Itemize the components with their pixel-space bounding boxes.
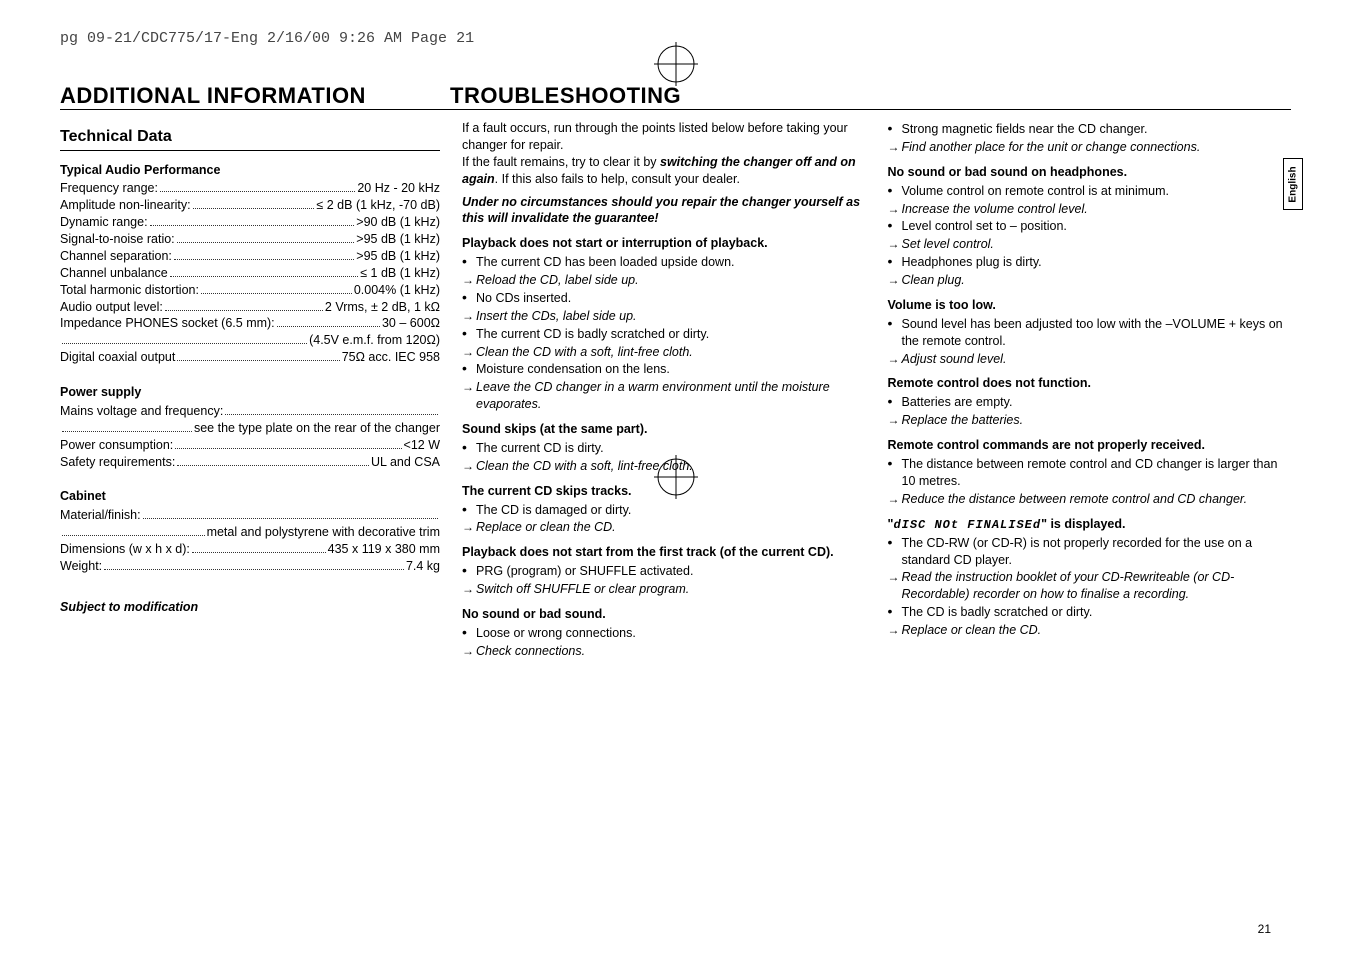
issue-headphones: No sound or bad sound on headphones. (888, 164, 1292, 181)
list-item: Leave the CD changer in a warm environme… (462, 379, 866, 413)
spec-row: Dimensions (w x h x d):435 x 119 x 380 m… (60, 541, 440, 558)
column-technical-data: Technical Data Typical Audio Performance… (60, 120, 440, 661)
list-remote-commands: The distance between remote control and … (888, 456, 1292, 508)
list-item: Batteries are empty. (888, 394, 1292, 411)
power-supply-title: Power supply (60, 384, 440, 401)
spec-row: Impedance PHONES socket (6.5 mm):30 – 60… (60, 315, 440, 332)
issue-volume-low: Volume is too low. (888, 297, 1292, 314)
list-item: Sound level has been adjusted too low wi… (888, 316, 1292, 350)
heading-troubleshooting: TROUBLESHOOTING (450, 83, 681, 109)
list-item: Read the instruction booklet of your CD-… (888, 569, 1292, 603)
spec-row: Signal-to-noise ratio:>95 dB (1 kHz) (60, 231, 440, 248)
list-item: Level control set to – position. (888, 218, 1292, 235)
list-item: Clean plug. (888, 272, 1292, 289)
list-item: Increase the volume control level. (888, 201, 1292, 218)
spec-row: Digital coaxial output75Ω acc. IEC 958 (60, 349, 440, 366)
list-item: Find another place for the unit or chang… (888, 139, 1292, 156)
crop-mark-center (654, 455, 698, 499)
list-item: The distance between remote control and … (888, 456, 1292, 490)
spec-row: metal and polystyrene with decorative tr… (60, 524, 440, 541)
technical-data-title: Technical Data (60, 126, 440, 151)
list-item: Replace the batteries. (888, 412, 1292, 429)
column-troubleshooting-1: If a fault occurs, run through the point… (462, 120, 866, 661)
list-item: Switch off SHUFFLE or clear program. (462, 581, 866, 598)
list-item: Set level control. (888, 236, 1292, 253)
list-item: No CDs inserted. (462, 290, 866, 307)
intro-text-1: If a fault occurs, run through the point… (462, 120, 866, 154)
list-headphones: Volume control on remote control is at m… (888, 183, 1292, 289)
spec-row: Material/finish: (60, 507, 440, 524)
list-magnetic-fields: Strong magnetic fields near the CD chang… (888, 121, 1292, 156)
list-item: Reload the CD, label side up. (462, 272, 866, 289)
issue-sound-skips: Sound skips (at the same part). (462, 421, 866, 438)
spec-row: Power consumption:<12 W (60, 437, 440, 454)
spec-row: Frequency range:20 Hz - 20 kHz (60, 180, 440, 197)
issue-first-track: Playback does not start from the first t… (462, 544, 866, 561)
issue-not-finalised: "dISC NOt FINALISEd" is displayed. (888, 516, 1292, 533)
typical-audio-title: Typical Audio Performance (60, 162, 440, 179)
list-skips-tracks: The CD is damaged or dirty.Replace or cl… (462, 502, 866, 537)
spec-row: Amplitude non-linearity:≤ 2 dB (1 kHz, -… (60, 197, 440, 214)
spec-row: Channel separation:>95 dB (1 kHz) (60, 248, 440, 265)
warning-text: Under no circumstances should you repair… (462, 194, 866, 228)
subject-to-modification: Subject to modification (60, 599, 440, 616)
list-item: The current CD is badly scratched or dir… (462, 326, 866, 343)
list-item: Headphones plug is dirty. (888, 254, 1292, 271)
spec-row: (4.5V e.m.f. from 120Ω) (60, 332, 440, 349)
page-number: 21 (1258, 922, 1271, 936)
spec-row: Total harmonic distortion:0.004% (1 kHz) (60, 282, 440, 299)
list-item: Adjust sound level. (888, 351, 1292, 368)
list-item: PRG (program) or SHUFFLE activated. (462, 563, 866, 580)
issue-playback-start: Playback does not start or interruption … (462, 235, 866, 252)
list-volume-low: Sound level has been adjusted too low wi… (888, 316, 1292, 368)
issue-remote-commands: Remote control commands are not properly… (888, 437, 1292, 454)
list-item: The CD is badly scratched or dirty. (888, 604, 1292, 621)
cabinet-title: Cabinet (60, 488, 440, 505)
spec-row: see the type plate on the rear of the ch… (60, 420, 440, 437)
spec-row: Audio output level:2 Vrms, ± 2 dB, 1 kΩ (60, 299, 440, 316)
list-item: Strong magnetic fields near the CD chang… (888, 121, 1292, 138)
list-item: Loose or wrong connections. (462, 625, 866, 642)
list-playback: The current CD has been loaded upside do… (462, 254, 866, 413)
spec-row: Channel unbalance≤ 1 dB (1 kHz) (60, 265, 440, 282)
intro-text-2: If the fault remains, try to clear it by… (462, 154, 866, 188)
list-not-finalised: The CD-RW (or CD-R) is not properly reco… (888, 535, 1292, 639)
specs-cabinet: Material/finish:metal and polystyrene wi… (60, 507, 440, 575)
list-item: Reduce the distance between remote contr… (888, 491, 1292, 508)
language-tab: English (1283, 158, 1303, 210)
list-item: Clean the CD with a soft, lint-free clot… (462, 344, 866, 361)
list-item: Moisture condensation on the lens. (462, 361, 866, 378)
spec-row: Safety requirements:UL and CSA (60, 454, 440, 471)
list-item: Replace or clean the CD. (888, 622, 1292, 639)
list-item: Insert the CDs, label side up. (462, 308, 866, 325)
spec-row: Dynamic range:>90 dB (1 kHz) (60, 214, 440, 231)
list-item: The CD-RW (or CD-R) is not properly reco… (888, 535, 1292, 569)
list-item: Check connections. (462, 643, 866, 660)
list-no-sound: Loose or wrong connections.Check connect… (462, 625, 866, 660)
issue-remote: Remote control does not function. (888, 375, 1292, 392)
crop-mark-top (654, 42, 698, 86)
list-item: The current CD has been loaded upside do… (462, 254, 866, 271)
spec-row: Weight:7.4 kg (60, 558, 440, 575)
specs-audio: Frequency range:20 Hz - 20 kHzAmplitude … (60, 180, 440, 366)
list-item: Replace or clean the CD. (462, 519, 866, 536)
specs-power: Mains voltage and frequency:see the type… (60, 403, 440, 471)
column-troubleshooting-2: Strong magnetic fields near the CD chang… (888, 120, 1292, 661)
list-item: The CD is damaged or dirty. (462, 502, 866, 519)
list-item: Volume control on remote control is at m… (888, 183, 1292, 200)
list-remote: Batteries are empty.Replace the batterie… (888, 394, 1292, 429)
list-first-track: PRG (program) or SHUFFLE activated.Switc… (462, 563, 866, 598)
issue-no-sound: No sound or bad sound. (462, 606, 866, 623)
heading-additional-info: ADDITIONAL INFORMATION (60, 83, 450, 109)
spec-row: Mains voltage and frequency: (60, 403, 440, 420)
